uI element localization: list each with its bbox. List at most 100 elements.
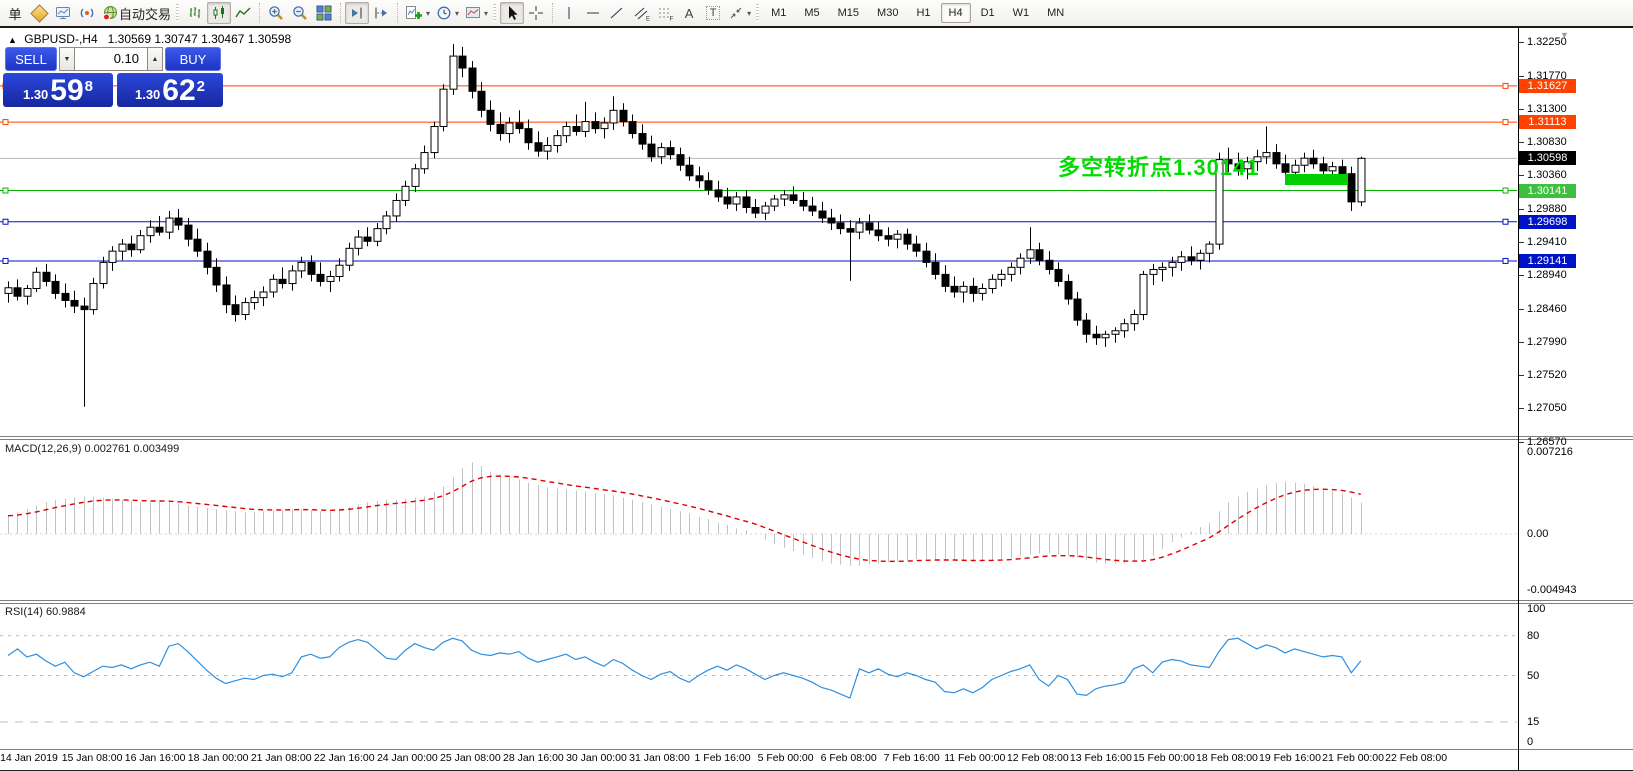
new-order-button[interactable]: 单: [3, 2, 27, 24]
timeframe-M30[interactable]: M30: [869, 3, 906, 23]
panel-separator[interactable]: [0, 439, 1633, 440]
toolbar-separator: [552, 3, 554, 23]
hline-1.29141[interactable]: [0, 257, 1517, 264]
arrows-button[interactable]: ▾: [725, 2, 754, 24]
price-axis-label: 1.31770: [1527, 69, 1567, 82]
cursor-button[interactable]: [500, 2, 525, 24]
chart-bars-button[interactable]: [183, 2, 207, 24]
volume-decrease-button[interactable]: ▼: [59, 47, 75, 71]
timeframe-M15[interactable]: M15: [830, 3, 867, 23]
time-axis-label: 15 Feb 00:00: [1132, 752, 1195, 764]
chart-window: ▲ GBPUSD-,H4 1.30569 1.30747 1.30467 1.3…: [0, 26, 1633, 771]
text-label-button[interactable]: T: [701, 2, 725, 24]
horizontal-line-button[interactable]: [581, 2, 605, 24]
market-watch-button[interactable]: [51, 2, 75, 24]
vertical-line-button[interactable]: [557, 2, 581, 24]
templates-dropdown-arrow[interactable]: ▾: [484, 8, 489, 18]
buy-price[interactable]: 1.30 62 2: [134, 74, 206, 107]
zoom-out-icon: [293, 6, 307, 20]
time-axis-label: 25 Jan 08:00: [439, 752, 501, 764]
collapse-panel-icon[interactable]: ▲: [8, 35, 17, 45]
rsi-axis-label: 0: [1527, 736, 1534, 748]
price-axis-label: 1.27990: [1527, 336, 1567, 348]
auto-scroll-icon: [375, 7, 388, 19]
chart-line-button[interactable]: [231, 2, 255, 24]
horizontal-line-icon: [587, 12, 600, 14]
templates-button[interactable]: ▾: [462, 2, 491, 24]
timeframe-W1[interactable]: W1: [1005, 3, 1038, 23]
zoom-in-button[interactable]: [264, 2, 288, 24]
price-axis-label: 1.29410: [1527, 236, 1567, 248]
timeframe-H4[interactable]: H4: [940, 3, 971, 23]
zoom-out-button[interactable]: [288, 2, 312, 24]
time-axis-label: 13 Feb 16:00: [1069, 752, 1132, 764]
equidistant-channel-button[interactable]: E: [629, 2, 653, 24]
rsi-label: RSI(14) 60.9884: [5, 606, 86, 618]
auto-scroll-button[interactable]: [369, 2, 393, 24]
annotation-text[interactable]: 多空转折点1.30141: [1058, 155, 1260, 180]
text-label-icon: T: [705, 6, 721, 20]
timeframe-H1[interactable]: H1: [908, 3, 938, 23]
price-tag-1.30141: 1.30141: [1519, 183, 1576, 198]
history-center-button[interactable]: [27, 2, 51, 24]
timeframe-M1[interactable]: M1: [763, 3, 794, 23]
toolbar-grip: [756, 4, 760, 22]
time-axis-label: 21 Jan 08:00: [250, 752, 312, 764]
toolbar-separator: [397, 3, 399, 23]
hline-1.31113[interactable]: [0, 119, 1517, 126]
price-axis-label: 1.30360: [1527, 169, 1567, 182]
signals-button[interactable]: [75, 2, 99, 24]
hline-1.30141[interactable]: [0, 187, 1517, 194]
price-axis-label: 1.27520: [1527, 369, 1567, 382]
time-axis-label: 1 Feb 16:00: [694, 752, 751, 764]
crosshair-button[interactable]: [524, 2, 548, 24]
chart-candles-button[interactable]: [207, 2, 232, 24]
autotrading-icon: [103, 6, 117, 21]
panel-separator[interactable]: [0, 600, 1633, 601]
indicators-button[interactable]: ▾: [402, 2, 433, 24]
text-button[interactable]: A: [677, 2, 701, 24]
toolbar-separator: [340, 3, 342, 23]
time-axis-label: 24 Jan 00:00: [376, 752, 438, 764]
price-tag-1.29141: 1.29141: [1519, 253, 1576, 268]
periods-dropdown-arrow[interactable]: ▾: [455, 8, 460, 18]
timeframe-MN[interactable]: MN: [1039, 3, 1072, 23]
chart-shift-marker[interactable]: ▼: [1560, 30, 1569, 40]
fibonacci-button[interactable]: F: [653, 2, 677, 24]
time-axis-label: 18 Feb 08:00: [1195, 752, 1258, 764]
timeframe-D1[interactable]: D1: [973, 3, 1003, 23]
line-chart-icon: [235, 7, 251, 18]
sell-button[interactable]: SELL: [5, 47, 57, 71]
volume-increase-button[interactable]: ▲: [147, 47, 163, 71]
highlight-rectangle[interactable]: [1285, 174, 1347, 185]
panel-separator[interactable]: [0, 603, 1633, 604]
tile-windows-button[interactable]: [312, 2, 336, 24]
sell-price[interactable]: 1.30 59 8: [22, 74, 94, 107]
volume-value[interactable]: 0.10: [75, 47, 147, 71]
hline-1.29698[interactable]: [0, 218, 1517, 225]
buy-price-block[interactable]: [117, 73, 223, 107]
time-axis-label: 31 Jan 08:00: [629, 752, 690, 764]
vertical-line-icon: [568, 7, 570, 19]
timeframe-group: M1 M5 M15 M30 H1 H4 D1 W1 MN: [763, 3, 1072, 23]
timeframe-M5[interactable]: M5: [796, 3, 827, 23]
rsi-axis-label: 100: [1527, 603, 1546, 615]
price-axis-border: [1518, 28, 1519, 771]
sell-price-block[interactable]: [3, 73, 113, 107]
time-axis-label: 16 Jan 16:00: [124, 752, 186, 764]
arrows-dropdown-arrow[interactable]: ▾: [747, 8, 752, 18]
chart-shift-button[interactable]: [345, 2, 370, 24]
autotrading-button[interactable]: 自动交易: [99, 2, 174, 24]
trendline-button[interactable]: [605, 2, 629, 24]
hline-1.31627[interactable]: [0, 82, 1517, 89]
price-axis-tick: [1519, 242, 1524, 243]
autotrading-label: 自动交易: [119, 6, 172, 22]
periods-button[interactable]: ▾: [433, 2, 462, 24]
macd-histogram: [8, 462, 1362, 566]
macd-axis-label: -0.004943: [1527, 584, 1577, 597]
time-axis-label: 14 Jan 2019: [0, 752, 58, 764]
panel-separator[interactable]: [0, 436, 1633, 437]
buy-button[interactable]: BUY: [165, 47, 221, 71]
indicators-dropdown-arrow[interactable]: ▾: [426, 8, 431, 18]
time-axis-label: 7 Feb 16:00: [883, 752, 940, 764]
